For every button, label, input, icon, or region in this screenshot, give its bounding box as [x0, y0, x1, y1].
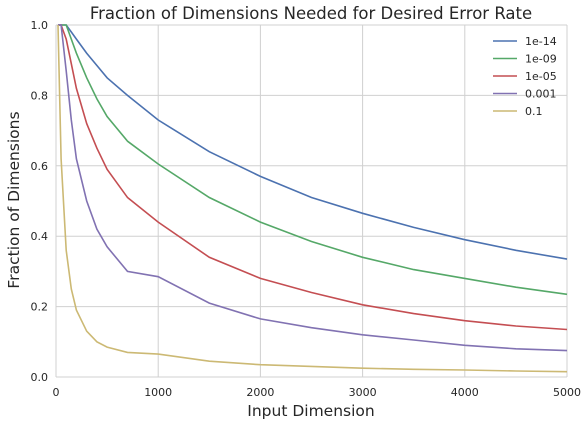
x-tick-label: 0	[53, 386, 60, 399]
tick-labels: 0 1000 2000 3000 4000 5000 0.0 0.2 0.4 0.6 0.8 1.0	[31, 19, 582, 399]
x-tick-label: 5000	[553, 386, 581, 399]
y-tick-label: 1.0	[31, 19, 49, 32]
series-line-4	[57, 24, 568, 373]
legend-label-1: 1e-09	[525, 53, 557, 66]
y-tick-label: 0.4	[31, 230, 49, 243]
chart-title: Fraction of Dimensions Needed for Desire…	[90, 4, 532, 23]
y-tick-label: 0.2	[31, 301, 49, 314]
y-axis-label: Fraction of Dimensions	[5, 111, 23, 288]
x-tick-label: 4000	[451, 386, 479, 399]
x-tick-label: 2000	[246, 386, 274, 399]
y-tick-label: 0.8	[31, 89, 49, 102]
legend-label-3: 0.001	[525, 88, 557, 101]
series-line-2	[58, 24, 568, 331]
legend-label-2: 1e-05	[525, 70, 557, 83]
legend: 1e-14 1e-09 1e-05 0.001 0.1	[493, 35, 557, 118]
grid	[55, 24, 568, 378]
series-line-0	[58, 24, 568, 260]
y-tick-label: 0.0	[31, 371, 49, 384]
x-tick-label: 3000	[349, 386, 377, 399]
series-line-3	[58, 24, 568, 352]
series-line-1	[58, 24, 568, 296]
series-lines	[57, 24, 568, 373]
y-tick-label: 0.6	[31, 160, 49, 173]
x-axis-label: Input Dimension	[247, 402, 374, 420]
x-tick-label: 1000	[144, 386, 172, 399]
legend-label-0: 1e-14	[525, 35, 557, 48]
legend-label-4: 0.1	[525, 105, 543, 118]
